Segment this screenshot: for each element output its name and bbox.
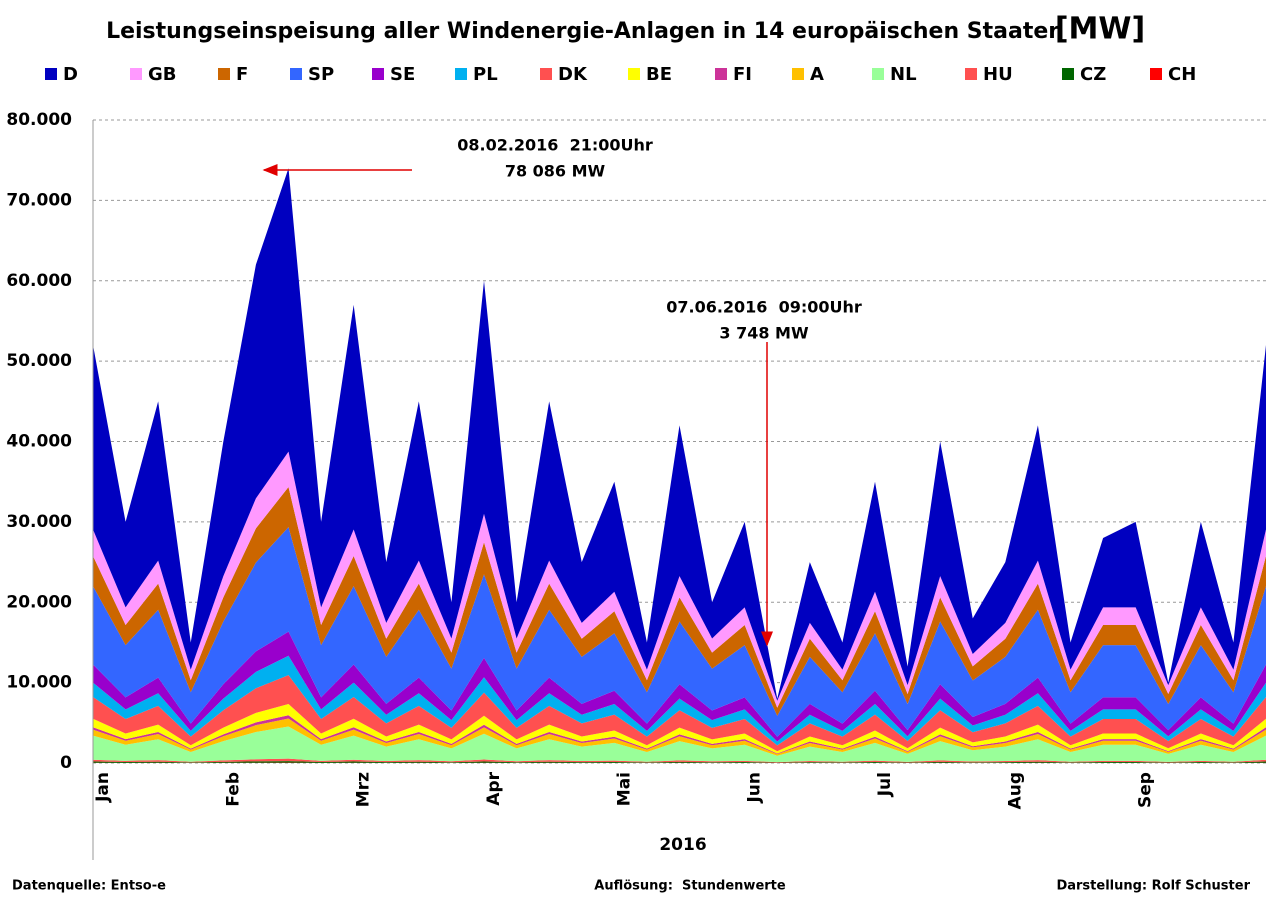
x-tick-label: Mrz [354,772,374,807]
legend-swatch [628,68,640,80]
area [93,168,1266,701]
area [93,675,1266,752]
legend-label: D [63,64,78,85]
legend-swatch [872,68,884,80]
x-tick-label: Jan [93,772,113,803]
legend-swatch [130,68,142,80]
annotation: 3 748 MW [719,324,809,343]
legend-label: DK [558,64,588,85]
legend-swatch [45,68,57,80]
area [93,704,1266,754]
legend-swatch [290,68,302,80]
x-tick-label: Jul [875,772,895,797]
legend-swatch [218,68,230,80]
area [93,486,1266,716]
y-tick-label: 40.000 [6,432,72,452]
footer: Datenquelle: Entso-e [12,879,166,894]
x-tick-label: Aug [1005,772,1025,809]
legend-label: HU [983,64,1013,85]
area [93,726,1266,763]
legend-swatch [372,68,384,80]
y-tick-label: 60.000 [6,271,72,291]
y-tick-label: 80.000 [6,110,72,130]
y-tick-label: 10.000 [6,673,72,693]
legend-label: CH [1168,64,1196,85]
area [93,631,1266,742]
plot-area [93,119,1266,764]
y-tick-label: 50.000 [6,351,72,371]
legend-swatch [965,68,977,80]
chart-title: Leistungseinspeisung aller Windenergie-A… [106,19,1064,44]
area [93,527,1266,737]
legend-label: A [810,64,824,85]
x-tick-label: Sep [1136,772,1156,808]
legend-swatch [715,68,727,80]
legend-label: GB [148,64,177,85]
legend-label: NL [890,64,917,85]
x-tick-label: Feb [223,772,243,807]
area [93,715,1266,755]
legend-swatch [792,68,804,80]
annotation: 78 086 MW [505,162,606,181]
legend-label: FI [733,64,752,85]
footer: Darstellung: Rolf Schuster [1056,879,1250,894]
footer: Auflösung: Stundenwerte [594,879,786,894]
legend-swatch [540,68,552,80]
x-tick-label: Jun [745,772,765,804]
legend-label: BE [646,64,672,85]
legend-label: CZ [1080,64,1106,85]
annotation: 07.06.2016 09:00Uhr [666,298,862,317]
unit-label: [MW] [1055,12,1145,47]
y-tick-label: 0 [60,753,72,773]
legend-swatch [1062,68,1074,80]
x-tick-label: Apr [484,771,504,805]
legend-label: F [236,64,248,85]
legend-swatch [1150,68,1162,80]
x-axis-title: 2016 [659,835,706,855]
area [93,451,1266,708]
legend-label: SP [308,64,334,85]
legend-label: SE [390,64,415,85]
legend-swatch [455,68,467,80]
y-tick-label: 20.000 [6,592,72,612]
area [93,655,1266,746]
area [93,761,1266,763]
annotation: 08.02.2016 21:00Uhr [457,136,653,155]
y-tick-label: 30.000 [6,512,72,532]
area [93,758,1266,763]
x-tick-label: Mai [614,772,634,806]
legend-label: PL [473,64,498,85]
y-tick-label: 70.000 [6,190,72,210]
area [93,718,1266,756]
